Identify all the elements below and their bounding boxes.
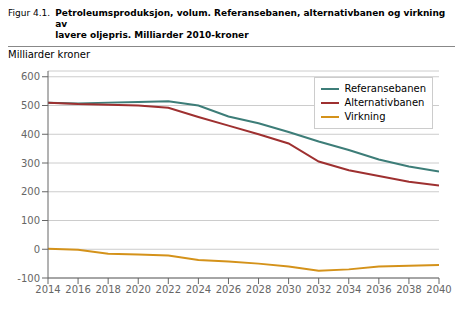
html-text:Alternativbanen: Alternativbanen bbox=[344, 97, 425, 108]
svg-text:300: 300 bbox=[21, 158, 40, 169]
svg-text:2022: 2022 bbox=[156, 284, 181, 295]
html-text:Milliarder kroner: Milliarder kroner bbox=[8, 49, 90, 60]
svg-text:100: 100 bbox=[21, 215, 40, 226]
svg-text:2040: 2040 bbox=[426, 284, 451, 295]
svg-text:500: 500 bbox=[21, 100, 40, 111]
svg-text:200: 200 bbox=[21, 186, 40, 197]
html-text:Referansebanen: Referansebanen bbox=[344, 83, 426, 94]
svg-text:2016: 2016 bbox=[65, 284, 90, 295]
svg-text:2036: 2036 bbox=[366, 284, 391, 295]
svg-text:600: 600 bbox=[21, 71, 40, 82]
svg-text:400: 400 bbox=[21, 129, 40, 140]
svg-text:2026: 2026 bbox=[216, 284, 241, 295]
html-text:Virkning: Virkning bbox=[344, 111, 386, 122]
svg-text:2030: 2030 bbox=[276, 284, 301, 295]
svg-text:2032: 2032 bbox=[306, 284, 331, 295]
svg-text:2024: 2024 bbox=[186, 284, 211, 295]
svg-text:2034: 2034 bbox=[336, 284, 361, 295]
html-text:Figur 4.1.: Figur 4.1. bbox=[8, 8, 51, 18]
svg-text:-100: -100 bbox=[17, 273, 40, 284]
svg-text:2020: 2020 bbox=[126, 284, 151, 295]
html-text:Petroleumsproduksjon, volum. R: Petroleumsproduksjon, volum. Referanseba… bbox=[55, 8, 446, 40]
svg-text:2038: 2038 bbox=[396, 284, 421, 295]
svg-text:2018: 2018 bbox=[95, 284, 120, 295]
svg-text:2014: 2014 bbox=[35, 284, 60, 295]
svg-text:2028: 2028 bbox=[246, 284, 271, 295]
svg-text:0: 0 bbox=[34, 244, 40, 255]
